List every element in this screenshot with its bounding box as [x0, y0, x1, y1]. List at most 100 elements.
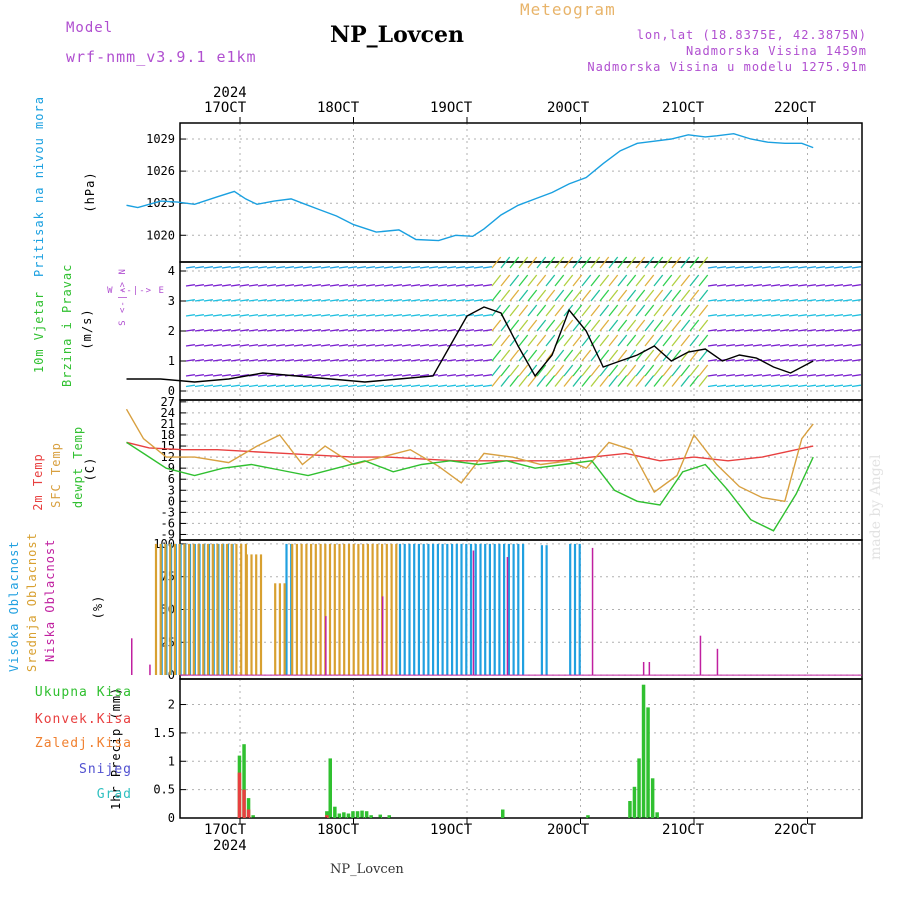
wind-barb [527, 349, 538, 362]
y-tick-label: 24 [161, 406, 175, 420]
cloud-bar-mid_cloud [347, 543, 351, 675]
wind-barb [194, 359, 204, 362]
wind-barb [401, 299, 411, 302]
wind-barb [608, 334, 619, 347]
cloud-bar-mid_cloud [295, 543, 298, 675]
wind-barb [698, 319, 709, 332]
wind-barb [797, 266, 807, 269]
wind-barb [635, 304, 646, 317]
wind-barb [284, 329, 294, 332]
precip-bar-total_precip [364, 811, 369, 818]
wind-barb [815, 344, 825, 347]
wind-barb [806, 266, 816, 269]
wind-barb [824, 374, 834, 377]
wind-barb [554, 349, 565, 362]
wind-barb [392, 266, 402, 269]
precip-bar-total_precip [637, 758, 641, 818]
wind-barb [446, 284, 456, 287]
precip-bar-total_precip [641, 684, 646, 818]
wind-barb [842, 299, 852, 302]
wind-barb [311, 299, 321, 302]
wind-barb [374, 329, 384, 332]
wind-barb [509, 256, 520, 269]
wind-barb [788, 384, 798, 388]
wind-barb [842, 384, 852, 388]
wind-barb [338, 384, 348, 388]
wind-barb [707, 329, 717, 332]
wind-barb [284, 314, 294, 317]
wind-barb [185, 284, 195, 287]
cloud-bar-mid_cloud [371, 543, 374, 675]
legend-snow: Snijeg [79, 762, 132, 777]
wind-barb [329, 266, 339, 269]
wind-barb [410, 266, 420, 269]
precip-bar-total_precip [650, 778, 655, 818]
wind-barb [761, 266, 771, 269]
wind-barb [410, 299, 420, 302]
wind-barb [815, 299, 825, 302]
wind-barb [707, 344, 717, 347]
wind-barb [230, 384, 240, 388]
wind-barb [617, 364, 628, 377]
wind-barb [482, 384, 492, 388]
cloud-bar-high_cloud [403, 543, 406, 675]
wind-barb [428, 344, 438, 347]
wind-barb [626, 289, 637, 302]
wind-barb [257, 384, 267, 388]
wind-barb [851, 359, 861, 362]
cloud-bar-low_cloud [131, 638, 133, 675]
wind-barb [491, 349, 502, 362]
precip-bar-total_precip [337, 813, 342, 818]
wind-barb [554, 319, 565, 332]
cloud-bar-high_cloud [507, 543, 510, 675]
wind-barb [338, 344, 348, 347]
wind-barb [527, 274, 538, 287]
wind-barb [644, 334, 655, 347]
wind-barb [599, 319, 610, 332]
wind-barb [707, 359, 717, 362]
wind-barb [518, 334, 529, 347]
temp-t2m-line [126, 441, 814, 462]
cloud-bar-high_cloud [503, 543, 506, 675]
wind-barb [248, 384, 258, 388]
wind-barb [824, 344, 834, 347]
wind-barb [680, 256, 691, 269]
wind-barb [779, 299, 789, 302]
wind-barb [716, 314, 726, 317]
wind-barb [374, 344, 384, 347]
wind-barb [320, 299, 330, 302]
wind-compass-h: W <-|-> E [107, 286, 165, 296]
wind-barb [815, 266, 825, 269]
wind-barb [608, 304, 619, 317]
wind-barb [473, 384, 483, 388]
cloud-bar-mid_cloud [192, 543, 195, 675]
wind-barb [239, 374, 249, 377]
cloud-bar-high_cloud [479, 543, 482, 675]
wind-barb [401, 384, 411, 388]
wind-barb [626, 256, 637, 269]
wind-barb [509, 349, 520, 362]
wind-barb [266, 374, 276, 377]
wind-barb [410, 374, 420, 377]
bottom-tick-label-20oct: 20OCT [547, 822, 590, 838]
wind-barb [707, 374, 717, 377]
wind-barb [851, 284, 861, 287]
wind-barb [284, 359, 294, 362]
wind-barb [266, 344, 276, 347]
wind-barb [581, 289, 592, 302]
wind-barb [446, 374, 456, 377]
wind-barb [203, 314, 213, 317]
wind-barb [536, 375, 547, 387]
wind-barb [509, 375, 520, 387]
wind-barb [743, 284, 753, 287]
wind-barb [644, 364, 655, 377]
wind-barb [194, 266, 204, 269]
wind-barb [194, 344, 204, 347]
cloud-bar-high_cloud [540, 545, 543, 675]
wind-barb [419, 374, 429, 377]
wind-barb [698, 375, 709, 387]
wind-barb [194, 374, 204, 377]
wind-barb [806, 384, 816, 388]
wind-barb [590, 289, 601, 302]
cloud-bar-high_cloud [436, 543, 439, 675]
